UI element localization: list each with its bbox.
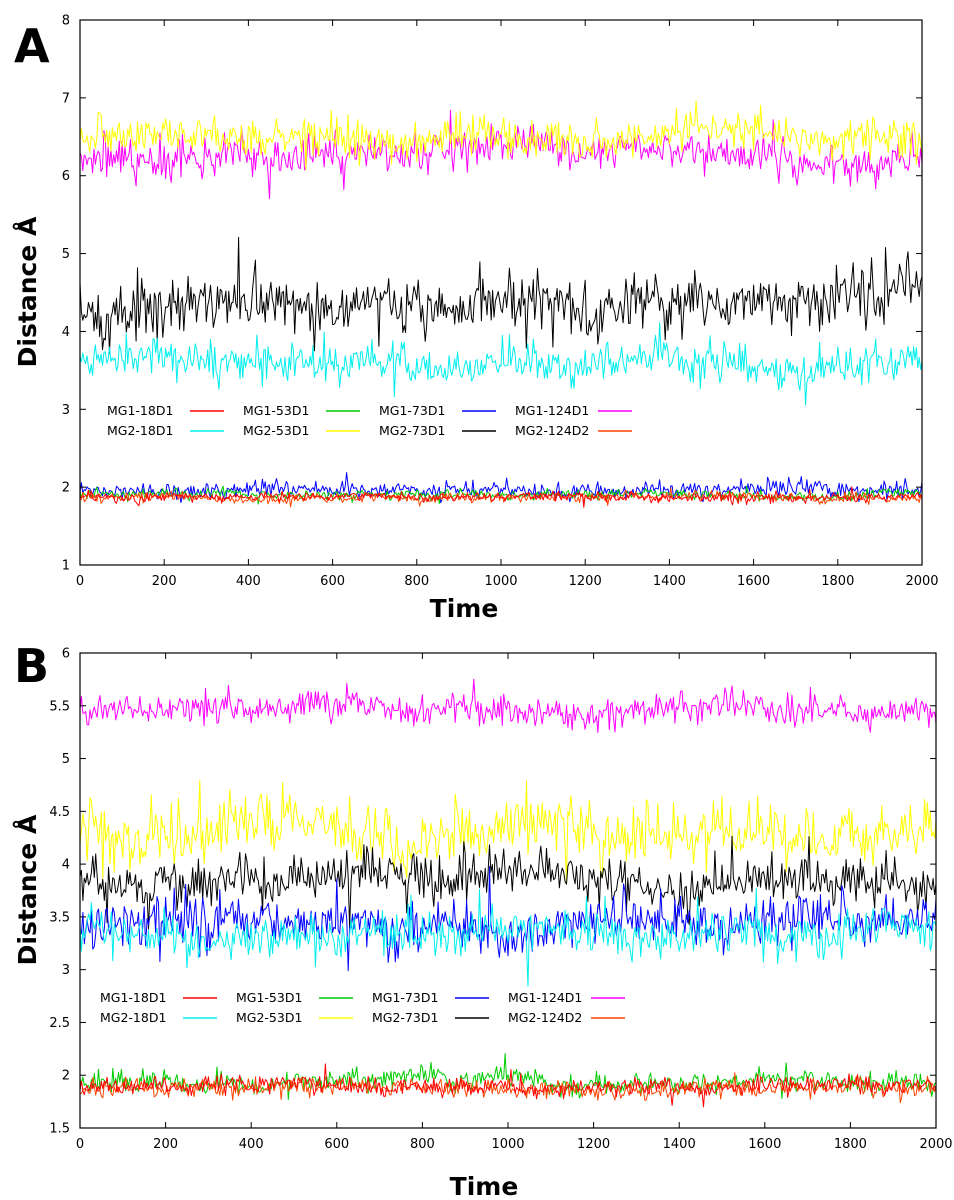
x-tick-label-a: 800	[404, 574, 429, 589]
series-line-a-mg1-124d1	[79, 109, 923, 200]
legend-label-b-mg2-124d2: MG2-124D2	[508, 1010, 582, 1025]
x-tick-label-b: 1800	[834, 1137, 867, 1152]
legend-label-a-mg2-18d1: MG2-18D1	[107, 423, 173, 438]
x-tick-label-a: 2000	[905, 574, 938, 589]
y-tick-label-a: 5	[62, 247, 70, 262]
series-line-b-mg1-73d1	[79, 866, 937, 972]
x-tick-label-a: 1400	[653, 574, 686, 589]
series-line-a-mg1-18d1	[79, 486, 923, 508]
series-line-b-mg2-18d1	[79, 887, 937, 987]
legend-label-b-mg1-53d1: MG1-53D1	[236, 990, 302, 1005]
x-tick-label-a: 1200	[569, 574, 602, 589]
series-line-b-mg1-53d1	[79, 1053, 937, 1100]
panel-a: A 0 200 400 600 800 1000 1200 1400 1600 1800 2000 1…	[13, 14, 939, 624]
y-tick-label-a: 6	[62, 169, 70, 184]
axis-ticks-b: 0 200 400 600 800 1000 1200 1400 1600 1800 2000 1.5…	[49, 647, 952, 1153]
y-tick-label-a: 7	[62, 91, 70, 106]
x-tick-label-b: 800	[410, 1137, 435, 1152]
legend-label-b-mg2-73d1: MG2-73D1	[372, 1010, 438, 1025]
x-tick-label-b: 1200	[577, 1137, 610, 1152]
series-line-b-mg2-53d1	[79, 780, 937, 883]
y-tick-label-b: 6	[62, 647, 70, 662]
legend-label-a-mg2-124d2: MG2-124D2	[515, 423, 589, 438]
x-tick-label-b: 2000	[919, 1137, 952, 1152]
legend-a: MG1-18D1 MG1-53D1 MG1-73D1 MG1-124D1 MG2-18D…	[107, 403, 632, 438]
legend-label-a-mg1-124d1: MG1-124D1	[515, 403, 589, 418]
y-tick-label-a: 3	[62, 403, 70, 418]
x-tick-label-a: 400	[236, 574, 261, 589]
panel-b: B 0 200 400 600 800 1000 1200 1400 1600 1800 2000 1…	[13, 639, 953, 1200]
legend-label-b-mg2-53d1: MG2-53D1	[236, 1010, 302, 1025]
plot-area-a	[79, 100, 923, 508]
y-tick-label-b: 3	[62, 963, 70, 978]
series-line-b-mg2-73d1	[79, 835, 937, 930]
y-tick-label-b: 2	[62, 1069, 70, 1084]
y-axis-title-b: Distance Å	[13, 814, 42, 965]
x-tick-label-b: 1400	[663, 1137, 696, 1152]
series-line-b-mg1-124d1	[79, 678, 937, 734]
series-line-a-mg2-53d1	[79, 100, 923, 170]
legend-label-a-mg1-53d1: MG1-53D1	[243, 403, 309, 418]
legend-label-b-mg1-124d1: MG1-124D1	[508, 990, 582, 1005]
y-axis-title-a: Distance Å	[13, 216, 42, 367]
plot-area-b	[79, 678, 937, 1108]
legend-label-a-mg1-73d1: MG1-73D1	[379, 403, 445, 418]
panel-label-a: A	[14, 19, 50, 73]
legend-label-b-mg1-18d1: MG1-18D1	[100, 990, 166, 1005]
plot-frame-b	[79, 652, 937, 1129]
x-tick-label-b: 1000	[491, 1137, 524, 1152]
y-tick-label-b: 2.5	[49, 1016, 70, 1031]
y-tick-label-b: 5	[62, 752, 70, 767]
x-axis-title-a: Time	[430, 594, 499, 623]
x-tick-label-b: 200	[153, 1137, 178, 1152]
legend-b: MG1-18D1 MG1-53D1 MG1-73D1 MG1-124D1 MG2-18D…	[100, 990, 625, 1025]
x-tick-label-b: 400	[239, 1137, 264, 1152]
panel-label-b: B	[14, 639, 49, 693]
x-axis-title-b: Time	[450, 1172, 519, 1200]
x-tick-label-b: 600	[324, 1137, 349, 1152]
x-tick-label-a: 0	[76, 574, 84, 589]
legend-label-a-mg2-53d1: MG2-53D1	[243, 423, 309, 438]
x-tick-label-a: 600	[320, 574, 345, 589]
y-tick-label-a: 1	[62, 559, 70, 574]
y-tick-label-b: 1.5	[49, 1122, 70, 1137]
y-tick-label-a: 4	[62, 325, 70, 340]
series-line-b-mg2-124d2	[79, 1072, 937, 1104]
legend-label-b-mg2-18d1: MG2-18D1	[100, 1010, 166, 1025]
series-line-a-mg2-18d1	[79, 322, 923, 406]
x-tick-label-a: 1600	[737, 574, 770, 589]
y-tick-label-b: 5.5	[49, 699, 70, 714]
axis-ticks-a: 0 200 400 600 800 1000 1200 1400 1600 1800 2000 1 2 3…	[62, 14, 939, 590]
x-tick-label-a: 1800	[821, 574, 854, 589]
series-line-b-mg1-18d1	[79, 1063, 937, 1108]
series-line-a-mg2-73d1	[79, 236, 923, 355]
legend-label-b-mg1-73d1: MG1-73D1	[372, 990, 438, 1005]
y-tick-label-b: 3.5	[49, 910, 70, 925]
y-tick-label-a: 8	[62, 14, 70, 29]
y-tick-label-b: 4.5	[49, 805, 70, 820]
y-tick-label-b: 4	[62, 858, 70, 873]
x-tick-label-a: 1000	[484, 574, 517, 589]
legend-label-a-mg1-18d1: MG1-18D1	[107, 403, 173, 418]
x-tick-label-b: 0	[76, 1137, 84, 1152]
y-tick-label-a: 2	[62, 481, 70, 496]
legend-label-a-mg2-73d1: MG2-73D1	[379, 423, 445, 438]
x-tick-label-a: 200	[152, 574, 177, 589]
x-tick-label-b: 1600	[748, 1137, 781, 1152]
